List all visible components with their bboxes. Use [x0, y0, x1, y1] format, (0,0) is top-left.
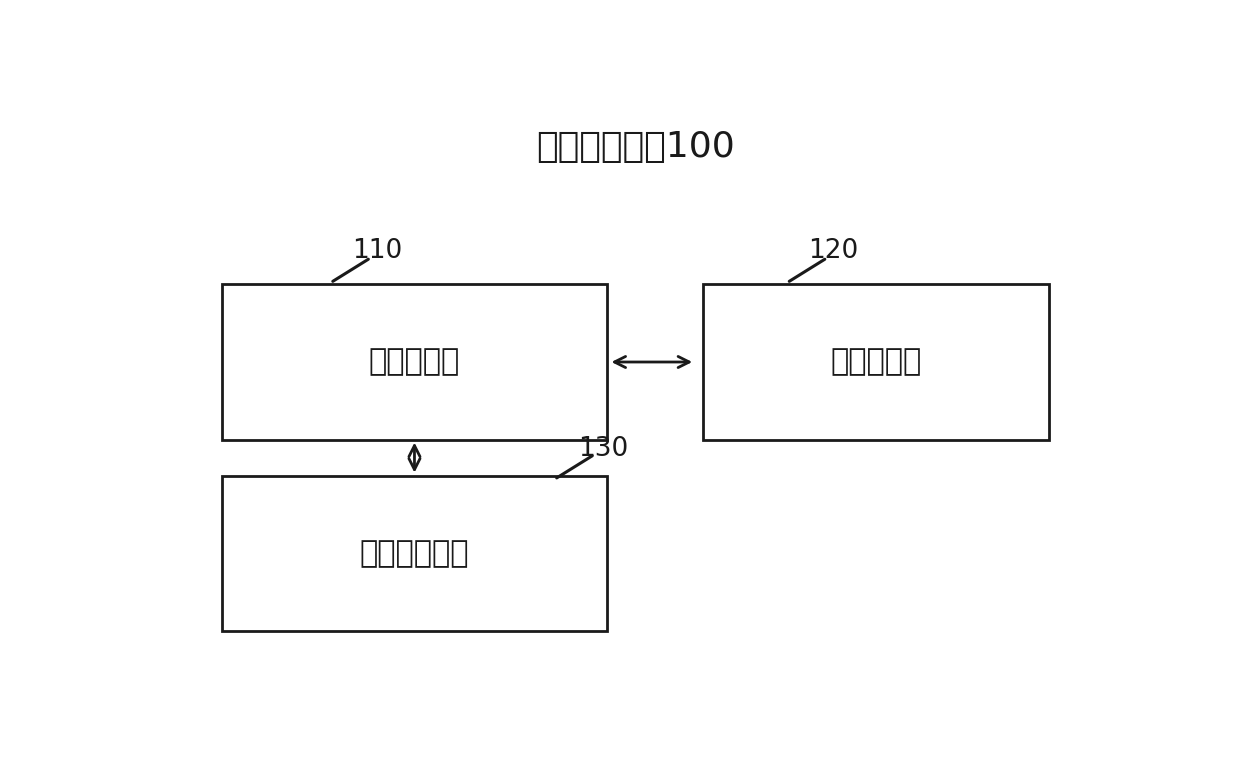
Text: 时钟唤醒模块: 时钟唤醒模块: [360, 539, 469, 568]
Text: 从控制模块: 从控制模块: [830, 348, 921, 376]
Text: 均衡控制装置100: 均衡控制装置100: [536, 130, 735, 164]
Text: 主控制模块: 主控制模块: [368, 348, 460, 376]
Bar: [703, 284, 1049, 440]
Bar: [222, 476, 606, 631]
Text: 120: 120: [808, 238, 859, 265]
Bar: [222, 284, 606, 440]
Text: 130: 130: [578, 435, 629, 462]
Text: 110: 110: [352, 238, 402, 265]
